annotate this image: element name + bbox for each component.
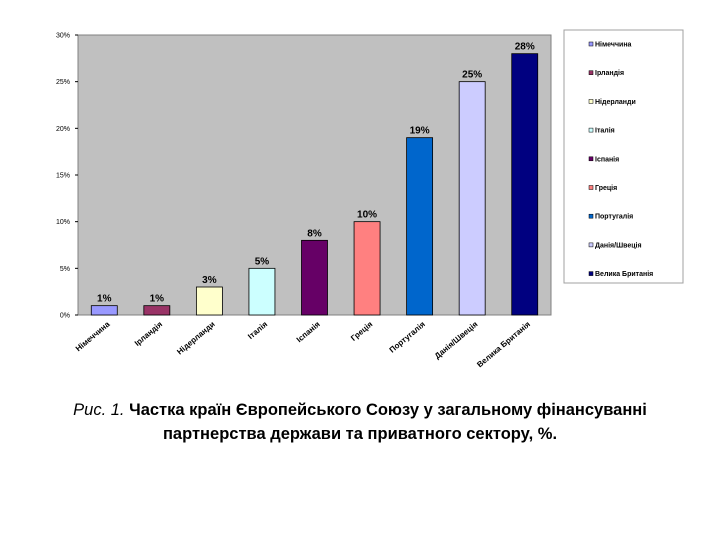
category-label: Ірландія <box>133 319 165 347</box>
bar <box>511 53 539 316</box>
data-label: 25% <box>462 70 482 81</box>
legend-swatch <box>588 41 594 47</box>
bar <box>458 81 486 316</box>
legend-box <box>563 29 684 284</box>
legend-label: Ірландія <box>595 69 624 77</box>
legend-label: Греція <box>595 184 617 192</box>
caption-number: Рис. 1. <box>73 401 125 419</box>
category-label: Італія <box>246 319 269 341</box>
category-label: Нідерланди <box>175 320 217 357</box>
legend-swatch <box>588 70 594 75</box>
y-axis: 0% 5% 10% 15% 20% 25% 30% <box>56 33 78 320</box>
category-label: Греція <box>349 319 374 342</box>
y-tick-label: 0% <box>60 313 70 320</box>
bar <box>248 267 276 316</box>
bar <box>353 221 381 316</box>
bars <box>90 53 539 316</box>
bar <box>90 305 118 316</box>
legend-label: Португалія <box>595 213 633 221</box>
data-label: 28% <box>515 42 535 53</box>
y-tick-label: 20% <box>56 126 70 133</box>
bar <box>195 286 223 316</box>
legend-label: Нідерланди <box>595 98 636 106</box>
y-tick-label: 25% <box>56 79 70 86</box>
legend-label: Італія <box>595 127 615 135</box>
caption-text: Частка країн Європейського Союзу у загал… <box>129 401 647 443</box>
bar <box>301 239 328 316</box>
data-label: 1% <box>150 294 165 305</box>
category-label: Іспанія <box>295 319 322 344</box>
legend-label: Іспанія <box>595 155 619 163</box>
data-label: 19% <box>410 126 430 137</box>
x-axis-labels: Німеччина Ірландія Нідерланди Італія Іспанія… <box>74 319 532 369</box>
legend-swatch <box>588 185 594 190</box>
category-label: Данія/Швеція <box>433 319 480 360</box>
y-tick-label: 10% <box>56 219 70 226</box>
data-label: 3% <box>202 275 217 286</box>
data-label: 1% <box>97 294 112 305</box>
data-label: 5% <box>255 256 270 267</box>
category-label: Німеччина <box>74 319 112 353</box>
legend-swatch <box>588 242 594 248</box>
data-label: 10% <box>357 210 377 221</box>
data-label: 8% <box>307 228 322 239</box>
bar-chart: 0% 5% 10% 15% 20% 25% 30% 1% 1% 3% 5% 8% 10% 19% 25% 2… <box>56 29 684 369</box>
legend-swatch <box>588 127 594 133</box>
bar <box>143 305 171 316</box>
legend-swatch <box>588 156 594 162</box>
bar <box>406 137 434 316</box>
legend-swatch <box>588 99 594 104</box>
legend-swatch <box>588 213 594 219</box>
data-labels: 1% 1% 3% 5% 8% 10% 19% 25% 28% <box>97 42 535 305</box>
legend-label: Німеччина <box>595 41 632 49</box>
category-label: Велика Британія <box>475 319 532 369</box>
figure-caption: Рис. 1. Частка країн Європейського Союзу… <box>30 398 690 446</box>
legend-label: Велика Британія <box>595 270 653 278</box>
legend-swatch <box>588 271 594 276</box>
y-tick-label: 5% <box>60 266 70 273</box>
legend: Німеччина Ірландія Нідерланди Італія Іспанія… <box>563 29 684 284</box>
y-tick-label: 30% <box>56 33 70 40</box>
y-tick-label: 15% <box>56 173 70 180</box>
category-label: Португалія <box>388 319 428 354</box>
legend-label: Данія/Швеція <box>595 241 642 249</box>
